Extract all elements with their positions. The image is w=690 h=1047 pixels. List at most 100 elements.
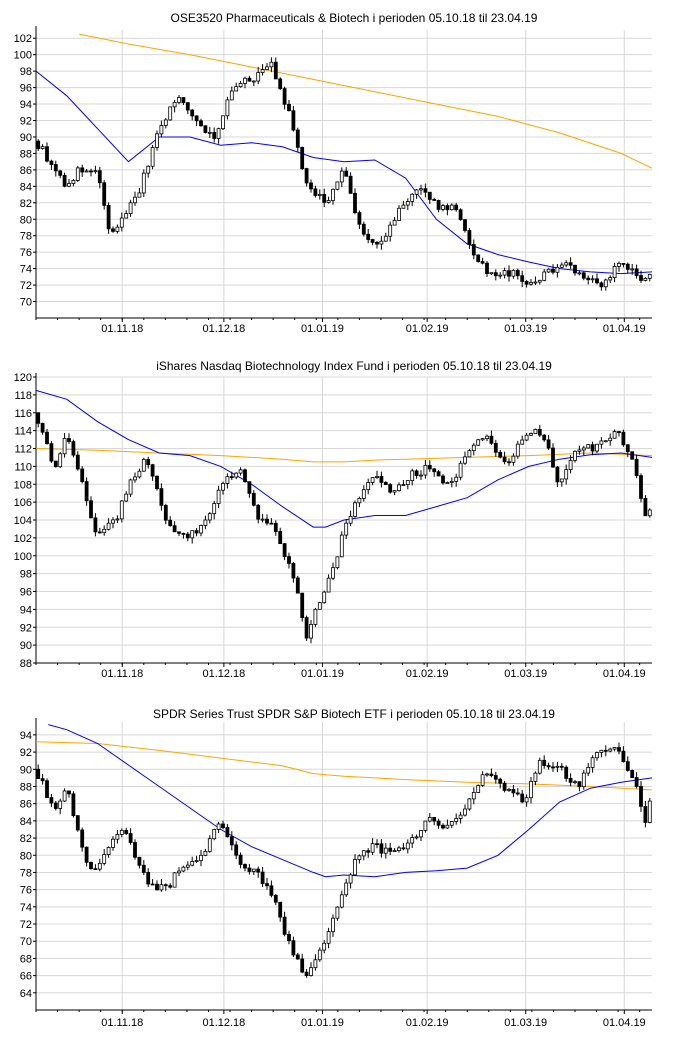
candle-body	[141, 864, 146, 873]
candle-body	[410, 193, 415, 202]
candle-body	[251, 80, 256, 83]
candle-body	[119, 217, 124, 228]
candle-body	[392, 490, 397, 493]
candle-body	[115, 518, 120, 521]
candle-body	[84, 170, 89, 173]
candle-body	[467, 798, 472, 810]
candle-body	[573, 450, 577, 461]
moving-average-long-line	[35, 448, 653, 463]
candle-body	[564, 262, 569, 266]
candle-body	[379, 476, 384, 483]
candle-body	[568, 459, 573, 471]
candle-body	[335, 556, 340, 569]
candle-body	[282, 88, 287, 105]
candle-body	[427, 464, 432, 470]
candle-body	[353, 859, 357, 876]
candle-body	[595, 752, 599, 759]
candle-body	[53, 802, 58, 809]
candle-body	[559, 478, 564, 483]
x-tick-label: 01.01.19	[301, 668, 344, 680]
y-tick-label: 118	[14, 390, 32, 402]
candle-body	[555, 466, 560, 483]
candle-body	[53, 164, 58, 172]
candle-body	[471, 244, 476, 256]
candle-body	[40, 422, 45, 433]
candle-body	[507, 789, 511, 791]
candle-body	[366, 482, 371, 491]
candle-body	[617, 747, 621, 752]
y-tick-label: 110	[14, 461, 32, 473]
candle-body	[291, 940, 296, 956]
candlestick-group	[36, 742, 652, 978]
candle-body	[414, 470, 419, 476]
x-tick-label: 01.01.19	[301, 323, 344, 335]
candle-body	[102, 528, 107, 534]
candle-body	[511, 789, 516, 794]
candle-body	[269, 61, 274, 68]
candle-body	[630, 268, 635, 271]
candle-body	[146, 165, 151, 174]
candle-body	[515, 270, 520, 277]
y-tick-label: 92	[20, 622, 32, 634]
candle-body	[397, 207, 401, 221]
candle-body	[463, 456, 467, 464]
candle-body	[260, 518, 265, 521]
x-tick-label: 01.12.18	[202, 323, 245, 335]
candle-body	[537, 279, 542, 283]
candle-body	[168, 885, 173, 888]
candle-body	[573, 264, 577, 274]
candle-body	[498, 274, 503, 277]
candle-body	[203, 125, 208, 133]
y-tick-label: 70	[20, 936, 32, 948]
candle-body	[529, 780, 533, 799]
candle-body	[36, 768, 41, 780]
candle-body	[370, 843, 375, 853]
candle-body	[608, 277, 613, 281]
candle-body	[291, 563, 296, 579]
candle-body	[370, 239, 375, 243]
candle-body	[221, 483, 225, 491]
candle-body	[361, 223, 366, 235]
candle-body	[625, 263, 630, 270]
candle-body	[313, 188, 318, 196]
candle-body	[581, 772, 586, 788]
y-tick-label: 80	[20, 214, 32, 226]
candle-body	[546, 765, 551, 768]
candle-body	[71, 441, 76, 456]
candle-body	[75, 454, 80, 470]
candle-body	[383, 235, 388, 242]
candle-body	[467, 450, 472, 458]
candle-body	[621, 750, 626, 763]
candle-body	[458, 209, 463, 221]
candle-body	[454, 818, 459, 822]
candle-body	[445, 205, 450, 211]
candle-body	[247, 77, 252, 82]
y-tick-label: 72	[20, 280, 32, 292]
candle-body	[67, 790, 71, 795]
candle-body	[256, 504, 261, 520]
candle-body	[410, 470, 415, 481]
candle-body	[58, 453, 63, 468]
y-tick-label: 90	[20, 132, 32, 144]
candle-body	[194, 115, 199, 122]
candle-body	[45, 431, 49, 445]
chart-panel-3: SPDR Series Trust SPDR S&P Biotech ETF i…	[0, 700, 690, 1045]
candle-body	[84, 846, 89, 863]
candle-body	[190, 109, 195, 117]
candle-body	[392, 220, 397, 226]
candle-body	[533, 281, 538, 284]
candle-body	[150, 464, 155, 477]
candle-body	[559, 765, 564, 768]
candle-body	[203, 519, 208, 526]
candle-body	[177, 531, 181, 534]
candle-body	[97, 531, 102, 534]
candle-body	[317, 949, 322, 961]
y-tick-label: 114	[14, 426, 32, 438]
candle-body	[243, 77, 247, 84]
candle-body	[199, 525, 203, 534]
candle-body	[300, 958, 305, 973]
candle-body	[581, 447, 586, 451]
candle-body	[150, 883, 155, 886]
y-tick-label: 72	[20, 919, 32, 931]
candle-body	[335, 181, 340, 190]
